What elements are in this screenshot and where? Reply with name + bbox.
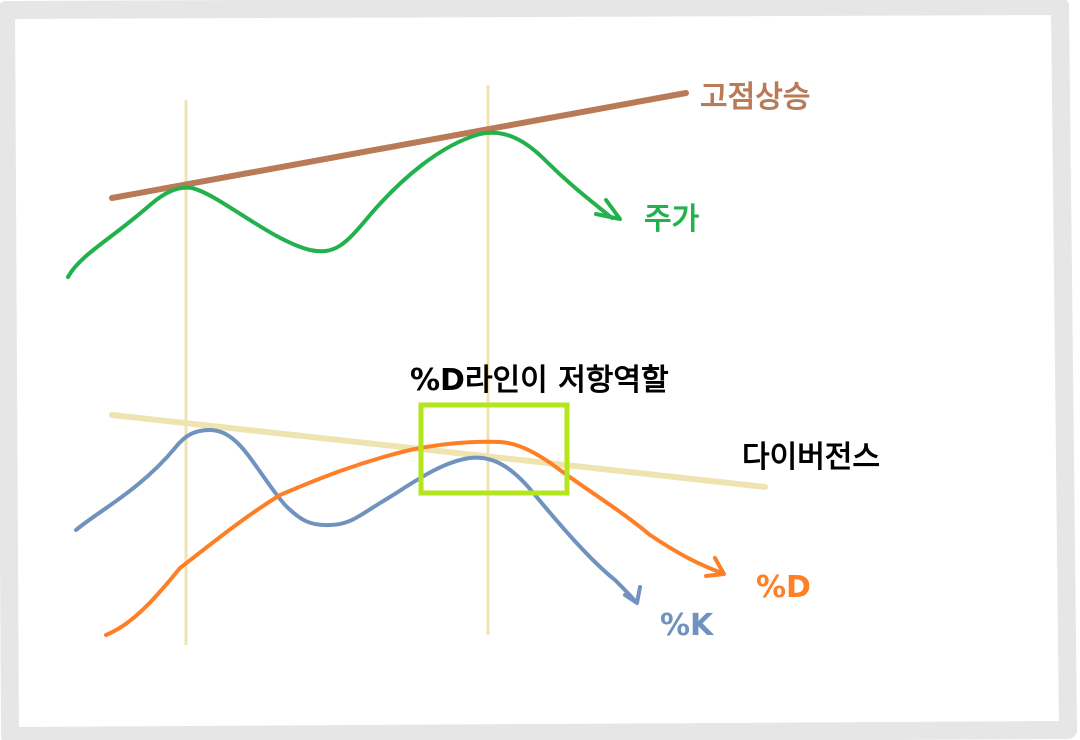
rising-highs-label: 고점상승	[700, 80, 810, 115]
divergence-label: 다이버전스	[742, 440, 880, 475]
price-label: 주가	[644, 202, 700, 237]
k-line-label: %K	[660, 608, 715, 643]
divergence-trend-line	[109, 412, 768, 490]
d-line-curve	[104, 439, 724, 637]
d-line-arrow-head	[704, 556, 726, 578]
rising-highs-line	[109, 90, 689, 201]
d-resistance-label: %D라인이 저항역할	[410, 363, 669, 398]
price-arrow-head	[594, 198, 622, 221]
price-curve	[66, 130, 614, 279]
k-line-curve	[74, 427, 638, 604]
resistance-highlight-box	[418, 402, 570, 496]
k-line-arrow-head	[623, 585, 642, 605]
d-line-label: %D	[756, 570, 811, 605]
